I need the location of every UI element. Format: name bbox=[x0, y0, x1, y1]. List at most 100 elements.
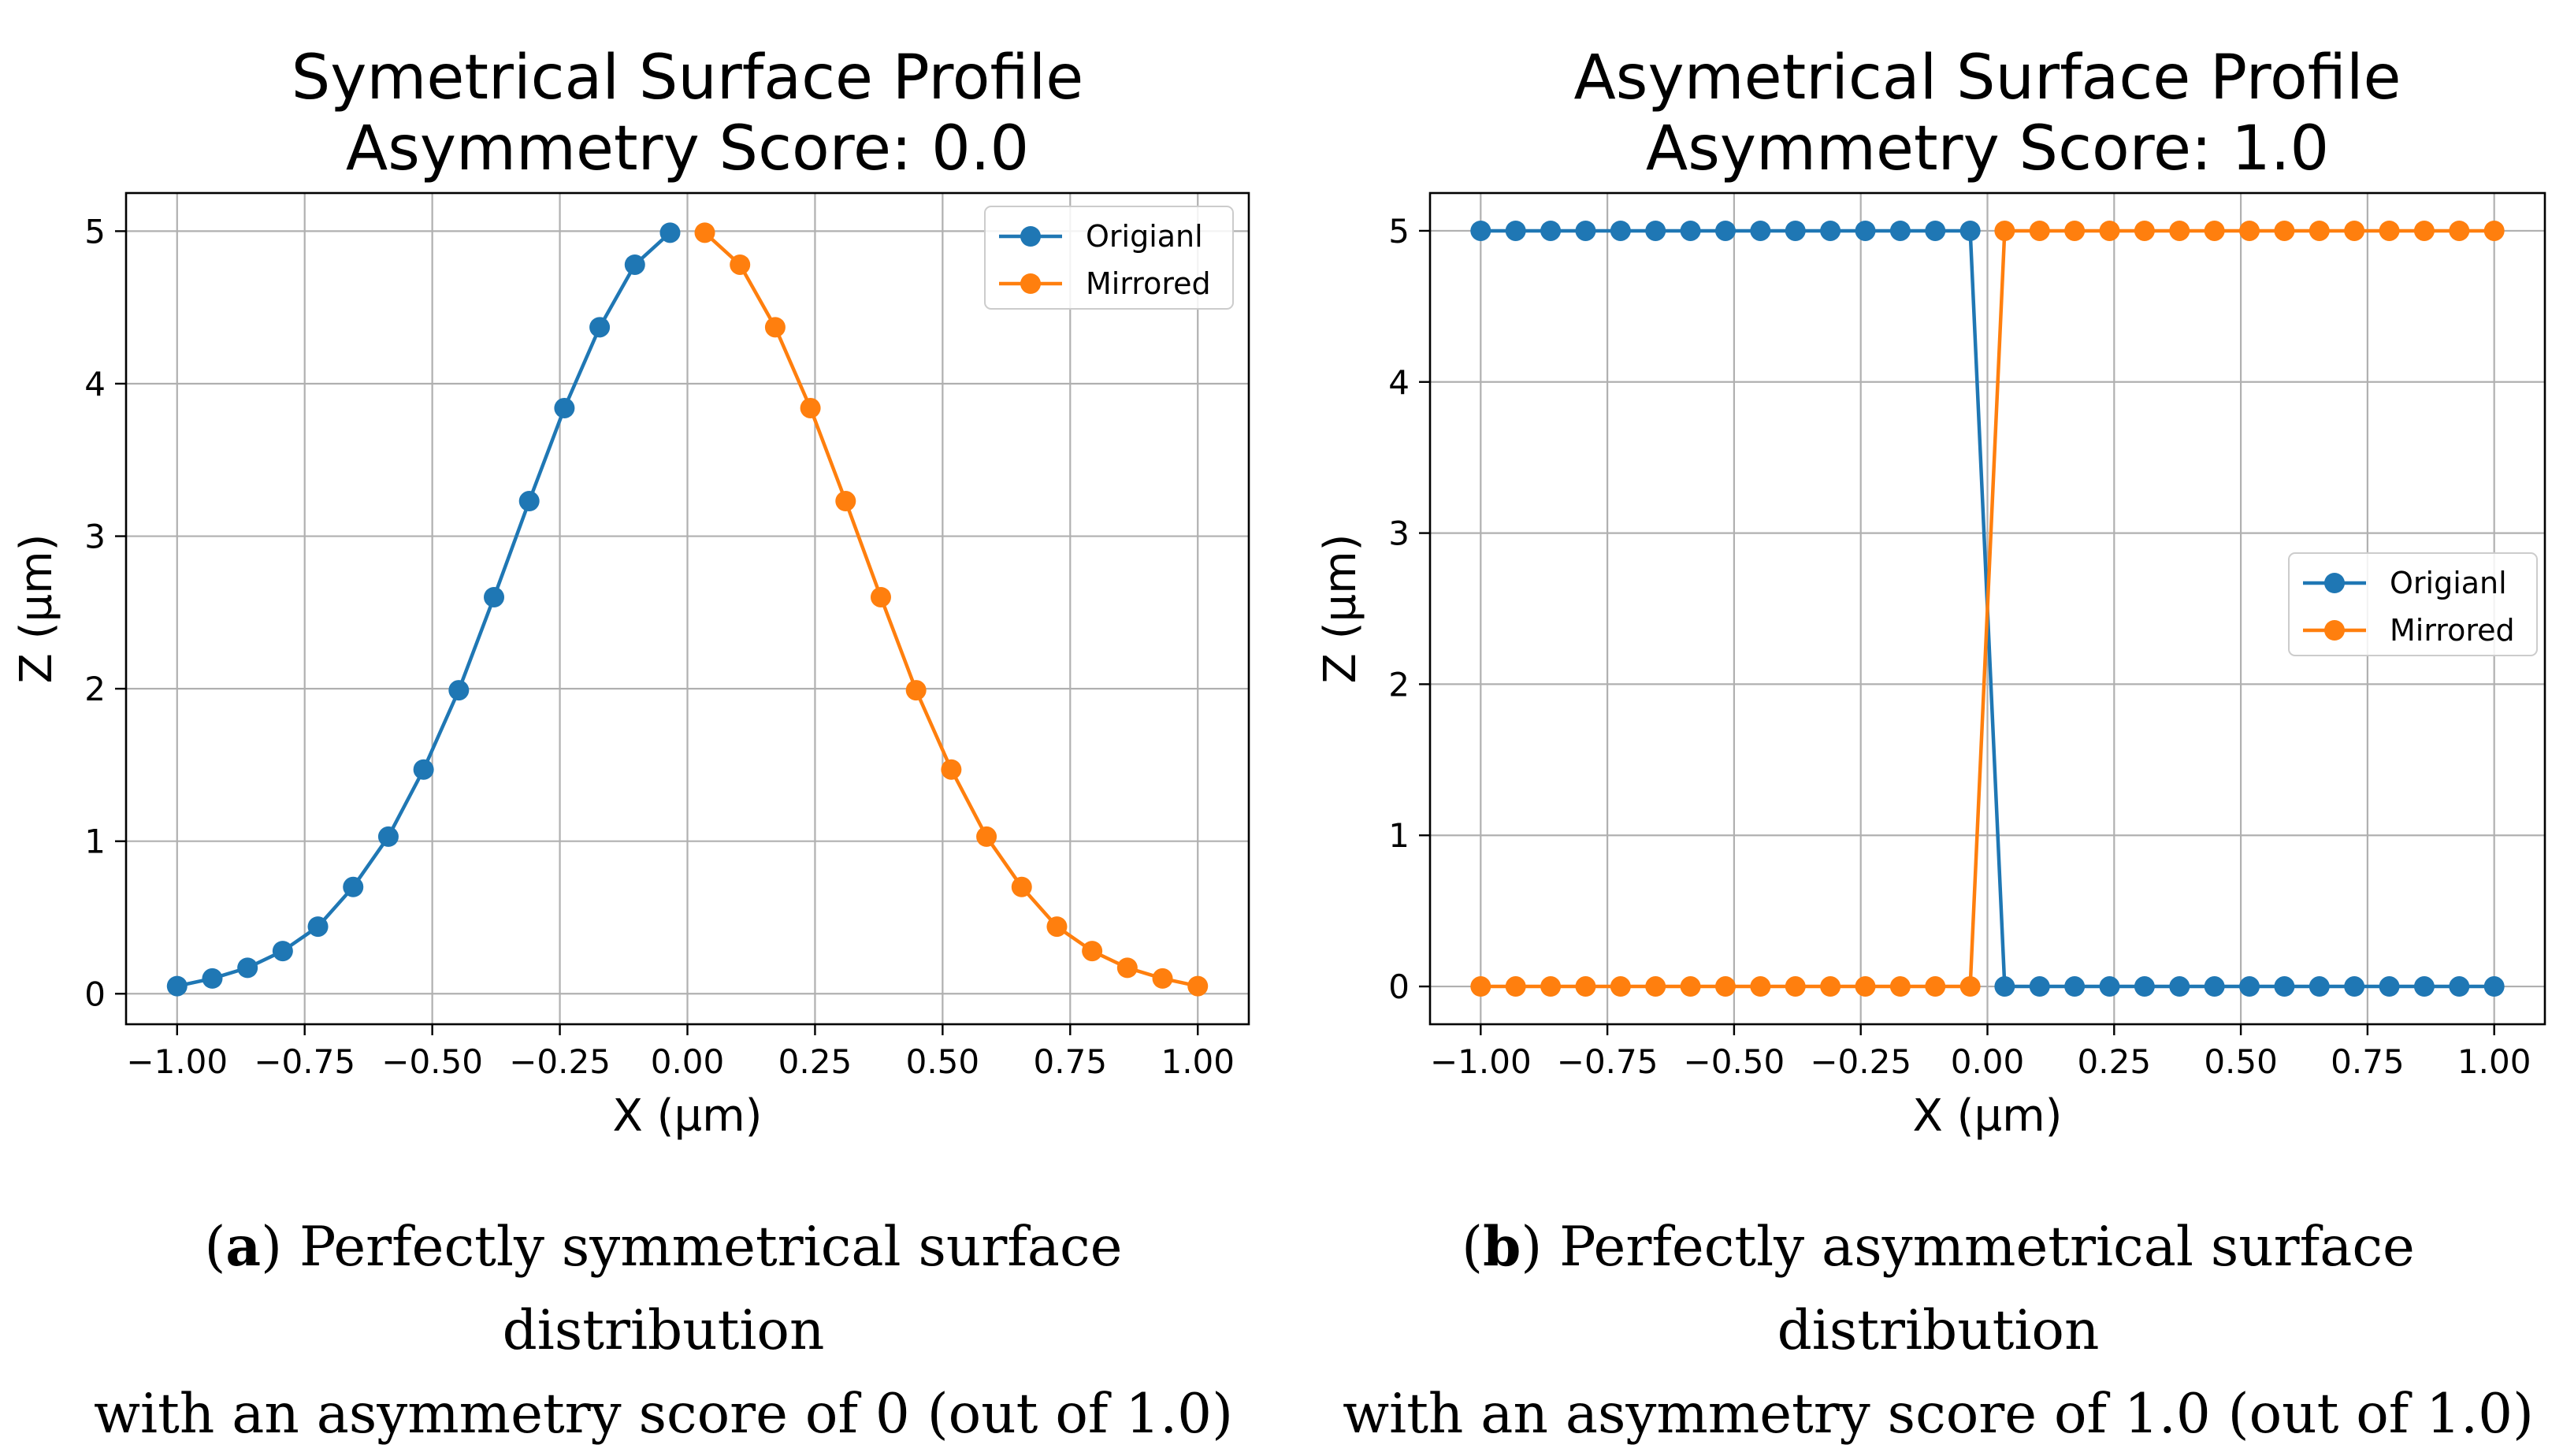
legend-entry-mirrored: Mirrored bbox=[1086, 266, 1211, 301]
x-tick-label: 0.25 bbox=[2078, 1042, 2152, 1081]
caption-b-label: b bbox=[1483, 1215, 1521, 1279]
y-tick-label: 1 bbox=[1388, 816, 1410, 855]
data-point-origianl bbox=[589, 317, 611, 338]
data-point-mirrored bbox=[1505, 976, 1526, 997]
data-point-mirrored bbox=[1959, 976, 1981, 997]
data-point-mirrored bbox=[1610, 976, 1631, 997]
data-point-mirrored bbox=[2413, 220, 2435, 241]
data-point-origianl bbox=[2064, 976, 2086, 997]
x-tick-label: −0.75 bbox=[1557, 1042, 1659, 1081]
x-tick-label: 0.75 bbox=[2331, 1042, 2405, 1081]
data-point-origianl bbox=[518, 491, 540, 512]
data-point-origianl bbox=[2309, 976, 2330, 997]
data-point-mirrored bbox=[1994, 220, 2015, 241]
legend-swatch-marker bbox=[2324, 620, 2345, 641]
x-tick-label: −1.00 bbox=[126, 1042, 228, 1081]
data-point-origianl bbox=[307, 916, 329, 938]
chart-title: Symetrical Surface Profile bbox=[292, 43, 1084, 113]
data-point-origianl bbox=[2483, 976, 2505, 997]
x-tick-label: 1.00 bbox=[2457, 1042, 2531, 1081]
data-point-origianl bbox=[1505, 220, 1526, 241]
data-point-origianl bbox=[1645, 220, 1666, 241]
data-point-mirrored bbox=[1645, 976, 1666, 997]
data-point-origianl bbox=[2449, 976, 2470, 997]
data-point-origianl bbox=[1959, 220, 1981, 241]
data-point-origianl bbox=[2134, 976, 2155, 997]
data-point-mirrored bbox=[1082, 941, 1103, 962]
y-tick-label: 5 bbox=[84, 212, 106, 251]
data-point-mirrored bbox=[2169, 220, 2190, 241]
data-point-mirrored bbox=[2274, 220, 2295, 241]
data-point-mirrored bbox=[1575, 976, 1596, 997]
data-point-mirrored bbox=[2134, 220, 2155, 241]
x-tick-label: −0.25 bbox=[1810, 1042, 1911, 1081]
legend: Origianl Mirrored bbox=[984, 206, 1234, 310]
data-point-mirrored bbox=[905, 680, 927, 701]
y-tick-label: 3 bbox=[1388, 514, 1410, 553]
legend-entry-mirrored: Mirrored bbox=[2390, 613, 2515, 648]
x-tick-label: 0.00 bbox=[1951, 1042, 2025, 1081]
x-tick-label: −0.50 bbox=[381, 1042, 483, 1081]
data-point-origianl bbox=[554, 397, 575, 418]
data-point-mirrored bbox=[2483, 220, 2505, 241]
data-point-mirrored bbox=[870, 586, 891, 607]
y-axis-label: Z (µm) bbox=[11, 533, 62, 683]
series-line-mirrored bbox=[704, 231, 1198, 988]
data-point-origianl bbox=[1785, 220, 1806, 241]
data-point-mirrored bbox=[1785, 976, 1806, 997]
caption-b-line2: with an asymmetry score of 1.0 (out of 1… bbox=[1343, 1383, 2534, 1446]
data-point-origianl bbox=[2274, 976, 2295, 997]
x-tick-label: 0.50 bbox=[906, 1042, 980, 1081]
data-point-mirrored bbox=[1714, 976, 1736, 997]
x-tick-label: −0.50 bbox=[1684, 1042, 1785, 1081]
caption-a-line2-text: with an asymmetry score of 0 (out of 1.0… bbox=[93, 1383, 1233, 1446]
x-tick-label: 0.50 bbox=[2204, 1042, 2278, 1081]
caption-a: (a) Perfectly symmetrical surface distri… bbox=[93, 1215, 1233, 1446]
caption-a-label: a bbox=[225, 1215, 262, 1279]
data-point-origianl bbox=[2344, 976, 2365, 997]
data-point-origianl bbox=[624, 254, 645, 275]
data-point-origianl bbox=[1855, 220, 1876, 241]
x-tick-label: 0.00 bbox=[651, 1042, 725, 1081]
chart-subtitle: Asymmetry Score: 1.0 bbox=[1646, 113, 2329, 184]
data-point-origianl bbox=[1714, 220, 1736, 241]
data-point-origianl bbox=[343, 876, 364, 897]
data-point-mirrored bbox=[2064, 220, 2086, 241]
y-axis-label: Z (µm) bbox=[1315, 533, 1366, 683]
y-tick-label: 0 bbox=[1388, 968, 1410, 1006]
data-point-mirrored bbox=[1750, 976, 1771, 997]
data-point-mirrored bbox=[2099, 220, 2120, 241]
data-point-origianl bbox=[1680, 220, 1701, 241]
data-point-mirrored bbox=[835, 491, 856, 512]
x-tick-label: −0.25 bbox=[509, 1042, 611, 1081]
data-point-origianl bbox=[1750, 220, 1771, 241]
y-tick-label: 2 bbox=[1388, 665, 1410, 704]
data-point-origianl bbox=[237, 957, 258, 979]
data-point-mirrored bbox=[2344, 220, 2365, 241]
data-point-mirrored bbox=[1680, 976, 1701, 997]
x-tick-label: −1.00 bbox=[1430, 1042, 1532, 1081]
x-axis-label: X (µm) bbox=[1912, 1090, 2062, 1142]
legend: Origianl Mirrored bbox=[2288, 552, 2538, 656]
data-point-mirrored bbox=[1889, 976, 1911, 997]
data-point-mirrored bbox=[694, 222, 715, 243]
data-point-mirrored bbox=[976, 826, 997, 847]
y-tick-label: 0 bbox=[84, 975, 106, 1013]
data-point-origianl bbox=[1540, 220, 1562, 241]
caption-b: (b) Perfectly asymmetrical surface distr… bbox=[1343, 1215, 2534, 1446]
data-point-origianl bbox=[202, 968, 223, 989]
data-point-mirrored bbox=[1855, 976, 1876, 997]
data-point-origianl bbox=[2029, 976, 2050, 997]
legend-swatch-marker bbox=[2324, 573, 2345, 593]
data-point-mirrored bbox=[2239, 220, 2260, 241]
data-point-mirrored bbox=[2449, 220, 2470, 241]
y-tick-label: 5 bbox=[1388, 212, 1410, 251]
data-point-origianl bbox=[1610, 220, 1631, 241]
data-point-mirrored bbox=[764, 317, 786, 338]
chart-subtitle: Asymmetry Score: 0.0 bbox=[346, 113, 1029, 184]
data-point-origianl bbox=[2099, 976, 2120, 997]
x-tick-label: 0.75 bbox=[1034, 1042, 1108, 1081]
